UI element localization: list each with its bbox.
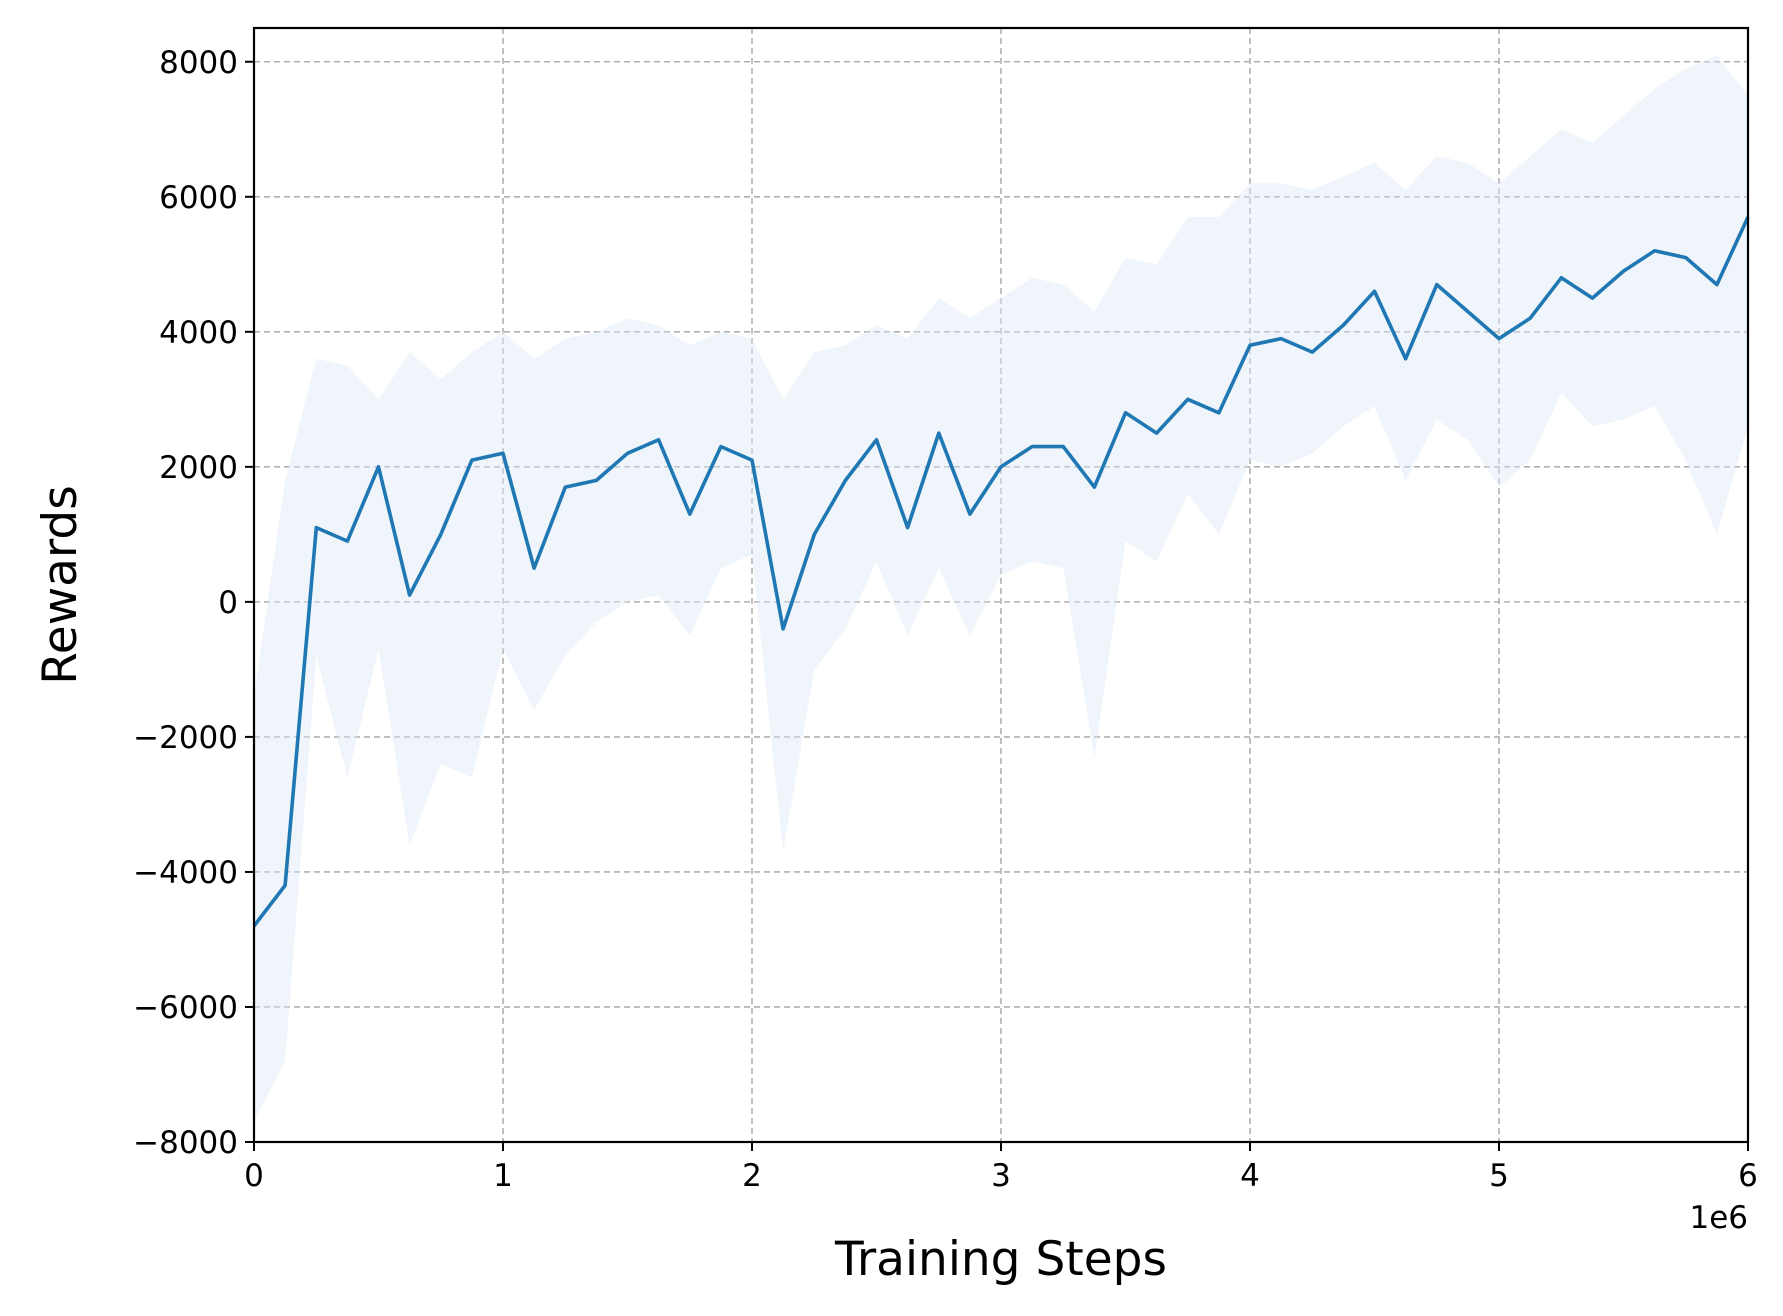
x-axis-offset: 1e6 [1689,1200,1748,1236]
y-axis-title: Rewards [33,485,88,685]
x-tick-label: 2 [742,1158,762,1194]
y-tick-label: 6000 [159,180,238,216]
y-tick-label: 2000 [159,450,238,486]
y-tick-label: −8000 [133,1125,238,1161]
y-tick-label: 0 [218,585,238,621]
y-tick-label: 4000 [159,315,238,351]
y-tick-label: 8000 [159,45,238,81]
x-axis-title: Training Steps [834,1232,1167,1287]
y-tick-label: −6000 [133,990,238,1026]
reward-line [252,216,1750,928]
x-tick-label: 0 [244,1158,264,1194]
y-tick-label: −4000 [133,855,238,891]
y-axis-ticks: −8000 −6000 −4000 −2000 0 2000 4000 6000 8000 [133,45,254,1161]
x-tick-label: 6 [1738,1158,1758,1194]
x-tick-label: 5 [1489,1158,1509,1194]
std-band [254,55,1748,1122]
x-tick-label: 1 [493,1158,513,1194]
x-tick-label: 4 [1240,1158,1260,1194]
y-tick-label: −2000 [133,720,238,756]
x-tick-label: 3 [991,1158,1011,1194]
x-axis-ticks: 0 1 2 3 4 5 6 [244,1142,1758,1194]
